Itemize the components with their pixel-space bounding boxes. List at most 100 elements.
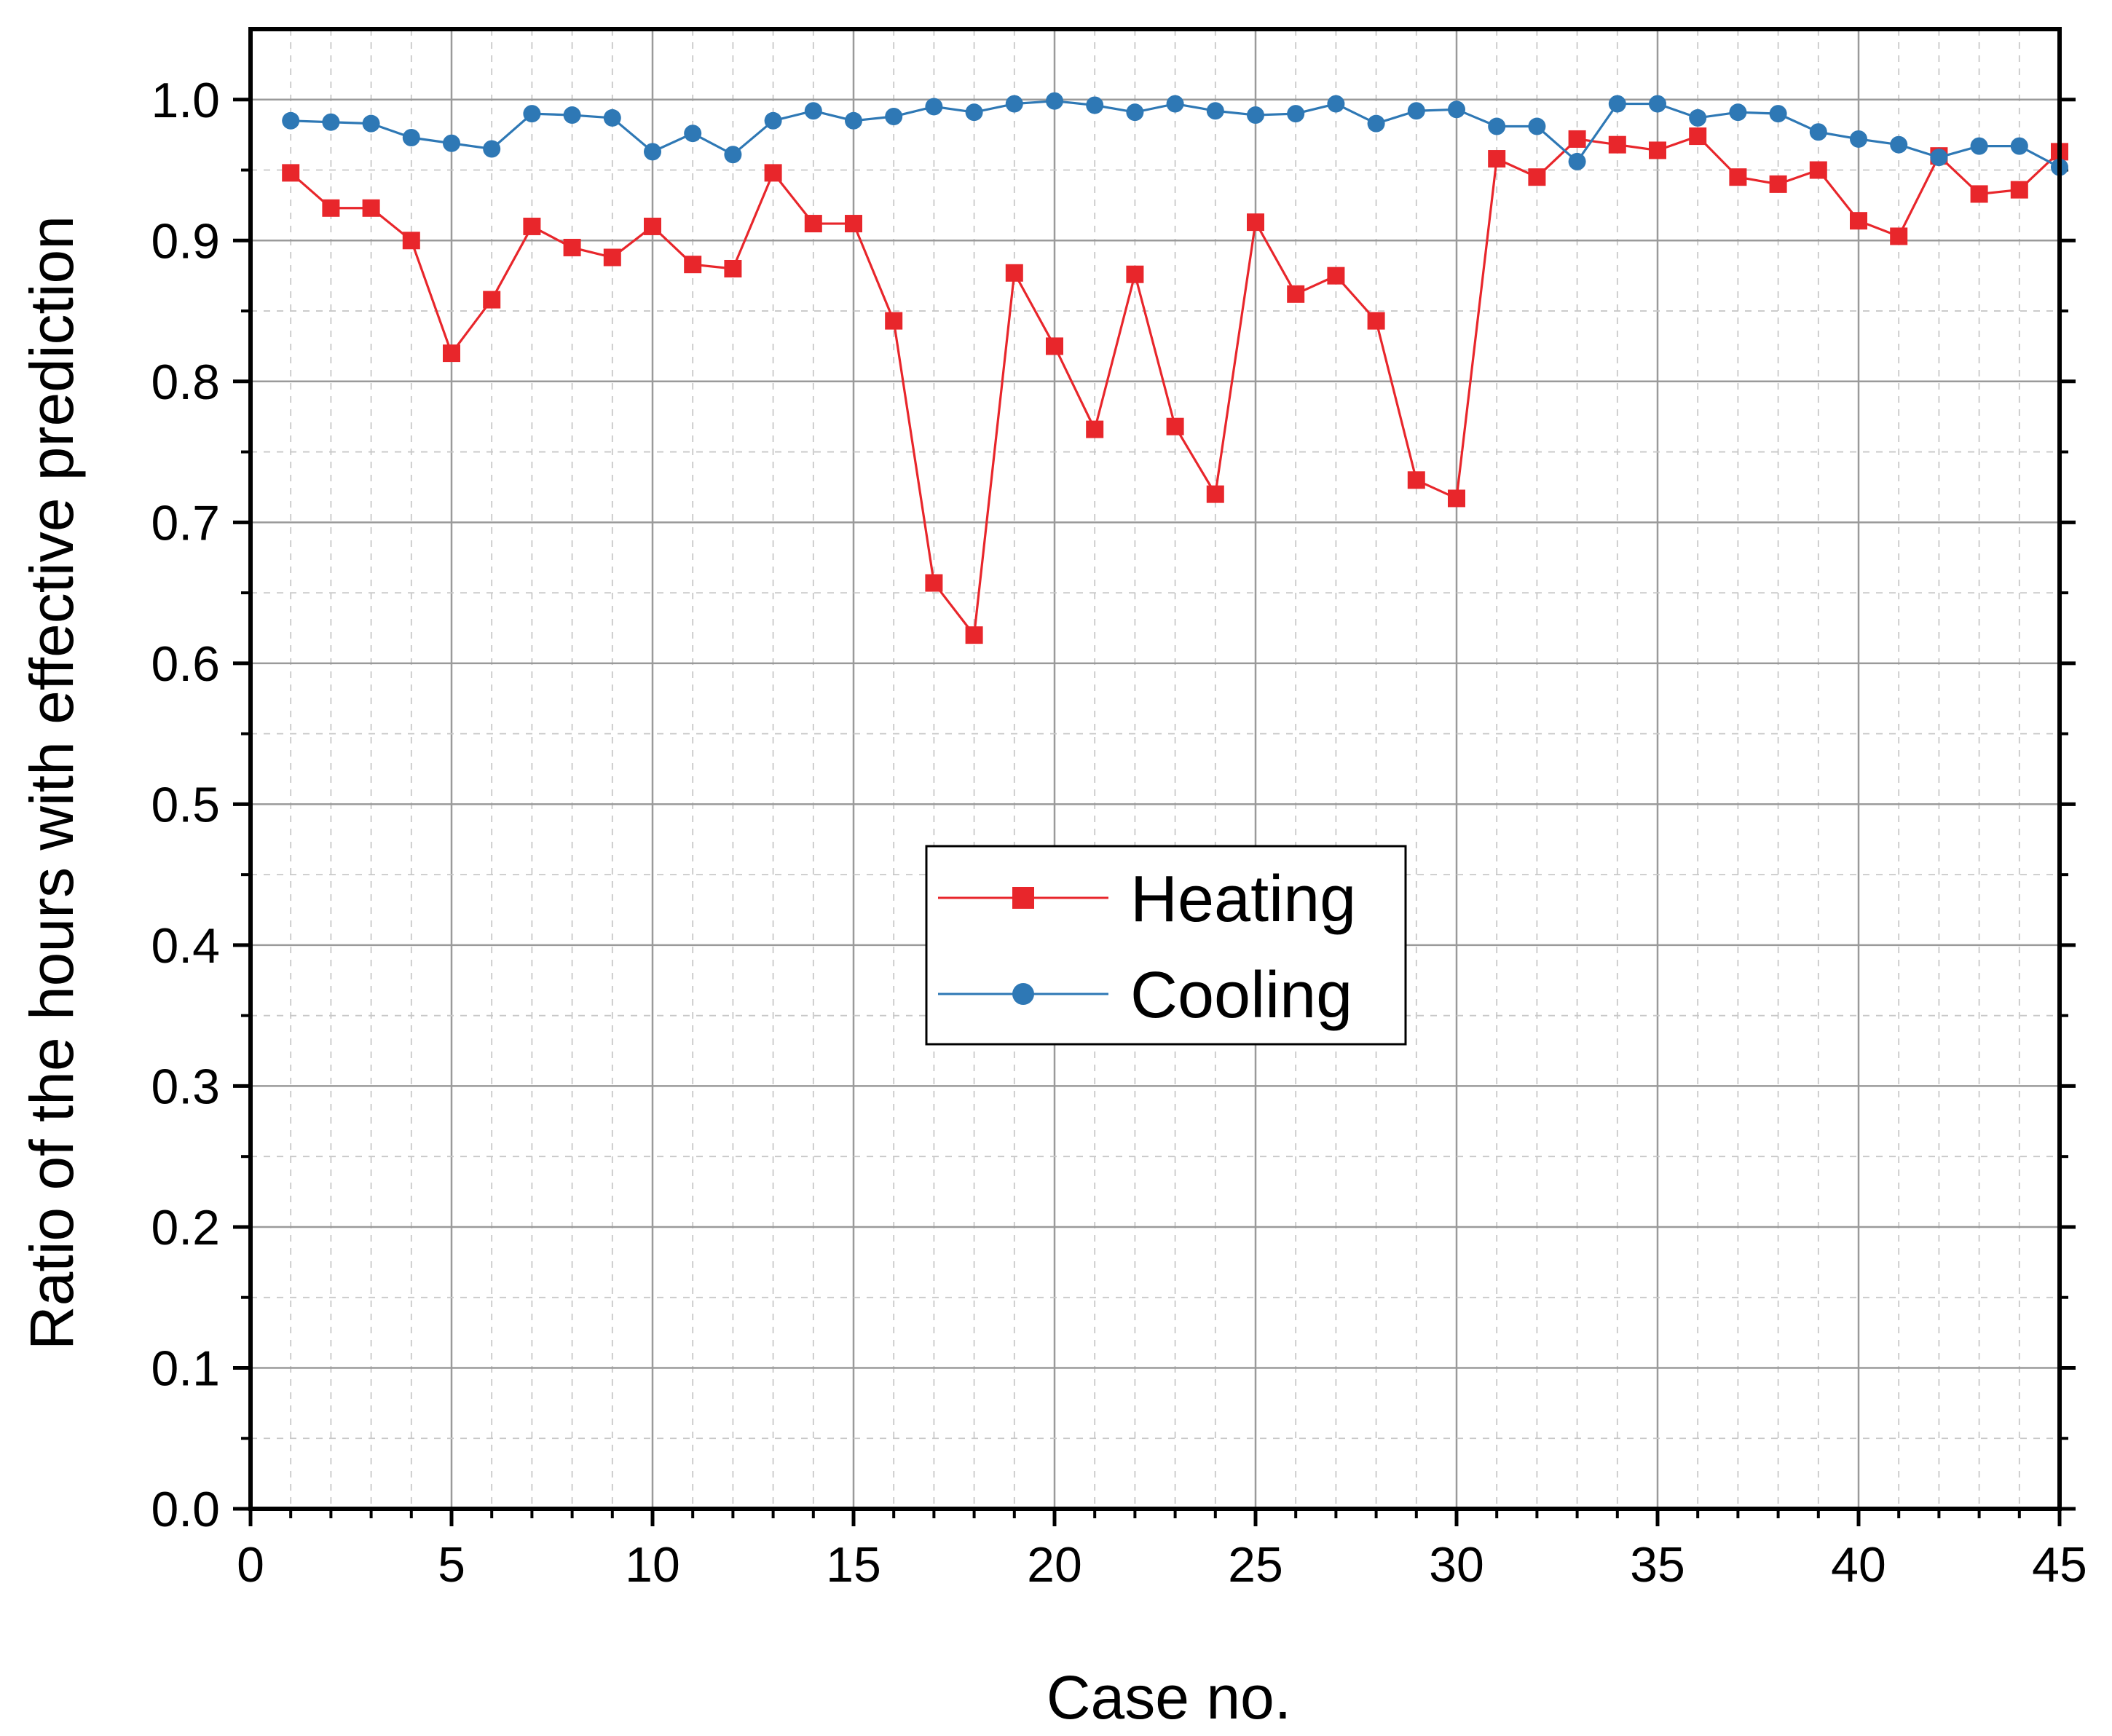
legend-entry-cooling: Cooling [938, 959, 1352, 1032]
legend: Heating Cooling [925, 845, 1407, 1046]
data-point-cooling [1608, 95, 1626, 113]
tick-labels: 0 5 10 15 20 25 30 35 40 45 0.0 0.1 0.2 0.3 0.4 0.5 0.6 0… [151, 73, 2087, 1593]
y-tick-label: 0.8 [151, 355, 220, 410]
data-point-heating [1126, 265, 1144, 283]
x-tick-label: 30 [1429, 1537, 1484, 1593]
data-point-heating [644, 217, 661, 235]
data-point-heating [724, 259, 742, 277]
data-point-cooling [684, 125, 702, 143]
data-point-cooling [1890, 135, 1908, 154]
data-point-cooling [1729, 103, 1747, 122]
data-point-cooling [724, 146, 742, 164]
x-axis-title: Case no. [1047, 1663, 1291, 1732]
x-tick-label: 35 [1630, 1537, 1685, 1593]
y-tick-label: 0.5 [151, 777, 220, 832]
data-point-cooling [1689, 108, 1707, 127]
data-point-heating [563, 238, 581, 256]
legend-marker-heating [1012, 887, 1034, 909]
data-point-heating [1689, 127, 1707, 146]
data-point-cooling [1407, 102, 1425, 120]
data-point-heating [1046, 337, 1063, 355]
data-point-cooling [1488, 117, 1506, 135]
data-point-heating [1407, 471, 1425, 489]
data-point-heating [925, 574, 943, 592]
data-point-cooling [965, 103, 983, 122]
data-point-heating [282, 164, 300, 182]
data-point-cooling [644, 143, 661, 161]
data-point-cooling [1206, 102, 1224, 120]
data-point-cooling [764, 111, 782, 130]
data-point-heating [1367, 312, 1385, 330]
y-tick-label: 0.3 [151, 1059, 220, 1114]
data-point-heating [1850, 212, 1867, 230]
x-tick-label: 20 [1027, 1537, 1082, 1593]
data-point-cooling [1005, 95, 1023, 113]
grid-lines [251, 29, 2060, 1509]
data-point-heating [1327, 267, 1345, 285]
data-point-heating [1528, 168, 1546, 186]
y-tick-label: 1.0 [151, 73, 220, 128]
data-point-cooling [1367, 114, 1385, 133]
data-point-cooling [523, 105, 541, 123]
data-point-cooling [1166, 95, 1184, 113]
x-tick-label: 10 [625, 1537, 680, 1593]
data-point-heating [1488, 150, 1506, 168]
data-point-heating [1568, 130, 1586, 148]
data-point-cooling [1528, 117, 1546, 135]
data-point-heating [1970, 185, 1988, 203]
data-point-heating [1649, 141, 1666, 159]
data-point-cooling [1649, 95, 1666, 113]
x-tick-label: 45 [2032, 1537, 2087, 1593]
data-point-heating [845, 215, 862, 233]
y-axis-title: Ratio of the hours with effective predic… [17, 216, 86, 1350]
x-tick-label: 25 [1228, 1537, 1283, 1593]
data-point-cooling [845, 111, 862, 130]
legend-label-heating: Heating [1130, 863, 1356, 936]
x-tick-label: 0 [237, 1537, 264, 1593]
data-point-cooling [1970, 137, 1988, 155]
data-point-cooling [1930, 149, 1948, 167]
data-point-heating [1729, 168, 1747, 186]
x-tick-label: 40 [1831, 1537, 1886, 1593]
legend-box [925, 845, 1407, 1046]
data-point-heating [1166, 417, 1184, 435]
data-point-heating [1086, 420, 1104, 438]
data-point-heating [965, 626, 983, 644]
data-point-cooling [603, 108, 621, 127]
data-point-cooling [804, 102, 822, 120]
data-point-heating [1890, 227, 1908, 245]
legend-marker-cooling [1012, 983, 1034, 1005]
data-point-cooling [1287, 105, 1305, 123]
data-series [282, 92, 2068, 644]
data-point-cooling [1247, 106, 1264, 125]
y-tick-label: 0.6 [151, 636, 220, 692]
data-point-heating [684, 256, 702, 274]
data-point-cooling [1448, 100, 1465, 119]
data-point-cooling [443, 134, 460, 152]
y-tick-label: 0.7 [151, 495, 220, 551]
data-point-cooling [282, 111, 300, 130]
data-point-heating [603, 248, 621, 267]
data-point-heating [1247, 213, 1264, 232]
data-point-cooling [1086, 96, 1104, 114]
data-point-cooling [322, 113, 340, 131]
y-tick-label: 0.0 [151, 1482, 220, 1537]
data-point-cooling [1046, 92, 1063, 110]
data-point-heating [1809, 161, 1827, 179]
legend-entry-heating: Heating [938, 863, 1356, 936]
y-tick-label: 0.2 [151, 1200, 220, 1255]
data-point-cooling [1850, 130, 1867, 148]
data-point-heating [483, 291, 501, 309]
data-point-cooling [1126, 103, 1144, 122]
x-tick-label: 15 [826, 1537, 881, 1593]
data-point-cooling [1568, 152, 1586, 170]
data-point-heating [322, 199, 340, 217]
data-point-heating [402, 232, 420, 250]
y-tick-label: 0.1 [151, 1341, 220, 1396]
data-point-heating [1005, 264, 1023, 282]
data-point-cooling [1809, 123, 1827, 141]
data-point-cooling [483, 140, 501, 158]
series-heating [282, 127, 2068, 644]
data-point-cooling [2010, 137, 2028, 155]
